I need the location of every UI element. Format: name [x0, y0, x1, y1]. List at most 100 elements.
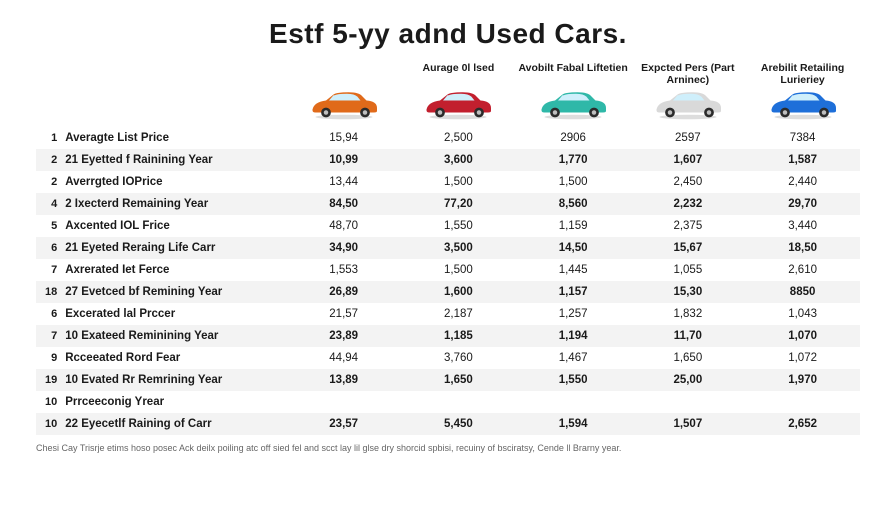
table-row: 5 Axcented IOL Frice 48,701,5501,1592,37…	[36, 215, 860, 237]
table-row: 19 10 Evated Rr Remrining Year 13,891,65…	[36, 369, 860, 391]
table-cell: 2,500	[401, 127, 516, 149]
table-row: 10 22 Eyecetlf Raining of Carr 23,575,45…	[36, 413, 860, 435]
row-label: Axcented IOL Frice	[65, 215, 286, 237]
table-row: 4 2 Ixecterd Remaining Year 84,5077,208,…	[36, 193, 860, 215]
table-cell: 84,50	[286, 193, 401, 215]
car-icon	[630, 88, 745, 127]
table-cell: 1,157	[516, 281, 631, 303]
table-cell: 18,50	[745, 237, 860, 259]
data-table: Aurage 0l lsed Avobilt Fabal Liftetien E…	[36, 62, 860, 435]
table-cell: 14,50	[516, 237, 631, 259]
table-cell: 1,594	[516, 413, 631, 435]
table-cell: 1,650	[630, 347, 745, 369]
row-index: 7	[36, 325, 65, 347]
table-cell: 23,89	[286, 325, 401, 347]
table-cell: 2,232	[630, 193, 745, 215]
row-index: 4	[36, 193, 65, 215]
table-cell	[630, 391, 745, 413]
row-index: 9	[36, 347, 65, 369]
table-cell: 21,57	[286, 303, 401, 325]
table-cell: 2,450	[630, 171, 745, 193]
table-cell: 11,70	[630, 325, 745, 347]
row-index: 7	[36, 259, 65, 281]
table-cell: 3,600	[401, 149, 516, 171]
car-icon	[516, 88, 631, 127]
table-cell: 1,550	[401, 215, 516, 237]
table-cell: 1,970	[745, 369, 860, 391]
table-cell: 3,760	[401, 347, 516, 369]
table-cell: 1,550	[516, 369, 631, 391]
table-row: 7 Axrerated Iet Ferce 1,5531,5001,4451,0…	[36, 259, 860, 281]
table-cell: 13,44	[286, 171, 401, 193]
table-cell: 1,507	[630, 413, 745, 435]
row-label: Axrerated Iet Ferce	[65, 259, 286, 281]
footnote: Chesi Cay Trisrje etims hoso posec Ack d…	[36, 443, 860, 454]
table-cell: 1,257	[516, 303, 631, 325]
row-label: 27 Evetced bf Remining Year	[65, 281, 286, 303]
table-cell: 5,450	[401, 413, 516, 435]
table-cell: 1,185	[401, 325, 516, 347]
table-cell: 2,610	[745, 259, 860, 281]
table-cell: 26,89	[286, 281, 401, 303]
table-cell: 1,055	[630, 259, 745, 281]
table-cell: 2,187	[401, 303, 516, 325]
row-index: 1	[36, 127, 65, 149]
table-cell: 1,500	[516, 171, 631, 193]
table-cell: 1,650	[401, 369, 516, 391]
table-cell: 7384	[745, 127, 860, 149]
table-cell: 23,57	[286, 413, 401, 435]
table-cell: 34,90	[286, 237, 401, 259]
table-cell: 2597	[630, 127, 745, 149]
row-label: 21 Eyeted Reraing Life Carr	[65, 237, 286, 259]
table-cell: 10,99	[286, 149, 401, 171]
table-cell	[401, 391, 516, 413]
table-row: 10 Prrceeconig Yrear	[36, 391, 860, 413]
row-label: 2 Ixecterd Remaining Year	[65, 193, 286, 215]
car-icon	[401, 88, 516, 127]
table-row: 9 Rcceeated Rord Fear 44,943,7601,4671,6…	[36, 347, 860, 369]
table-row: 6 Excerated lal Prccer 21,572,1871,2571,…	[36, 303, 860, 325]
table-cell: 1,445	[516, 259, 631, 281]
column-header: Arebilit Retailing Lurieriey	[745, 62, 860, 88]
car-icon	[745, 88, 860, 127]
row-index: 10	[36, 391, 65, 413]
row-index: 10	[36, 413, 65, 435]
row-index: 6	[36, 303, 65, 325]
table-row: 2 Averrgted IOPrice 13,441,5001,5002,450…	[36, 171, 860, 193]
table-cell: 44,94	[286, 347, 401, 369]
table-cell	[286, 391, 401, 413]
table-cell: 8850	[745, 281, 860, 303]
row-label: Averrgted IOPrice	[65, 171, 286, 193]
table-cell: 1,467	[516, 347, 631, 369]
table-cell: 2,375	[630, 215, 745, 237]
table-cell: 13,89	[286, 369, 401, 391]
row-label: 21 Eyetted f Rainining Year	[65, 149, 286, 171]
table-cell: 2906	[516, 127, 631, 149]
table-cell: 25,00	[630, 369, 745, 391]
table-cell	[745, 391, 860, 413]
table-cell: 15,30	[630, 281, 745, 303]
row-index: 18	[36, 281, 65, 303]
table-cell: 1,600	[401, 281, 516, 303]
column-header	[286, 62, 401, 88]
row-label: 10 Exateed Reminining Year	[65, 325, 286, 347]
table-cell: 1,070	[745, 325, 860, 347]
table-row: 1 Averagte List Price 15,942,50029062597…	[36, 127, 860, 149]
table-cell: 3,500	[401, 237, 516, 259]
table-cell	[516, 391, 631, 413]
table-header: Aurage 0l lsed Avobilt Fabal Liftetien E…	[36, 62, 860, 127]
table-body: 1 Averagte List Price 15,942,50029062597…	[36, 127, 860, 435]
car-icon	[286, 88, 401, 127]
table-cell: 1,500	[401, 171, 516, 193]
table-cell: 1,043	[745, 303, 860, 325]
table-cell: 8,560	[516, 193, 631, 215]
table-cell: 29,70	[745, 193, 860, 215]
row-label: 22 Eyecetlf Raining of Carr	[65, 413, 286, 435]
row-index: 6	[36, 237, 65, 259]
table-cell: 15,67	[630, 237, 745, 259]
table-cell: 1,159	[516, 215, 631, 237]
table-cell: 2,652	[745, 413, 860, 435]
table-cell: 48,70	[286, 215, 401, 237]
table-row: 18 27 Evetced bf Remining Year 26,891,60…	[36, 281, 860, 303]
page-title: Estf 5-yy adnd Used Cars.	[36, 18, 860, 50]
